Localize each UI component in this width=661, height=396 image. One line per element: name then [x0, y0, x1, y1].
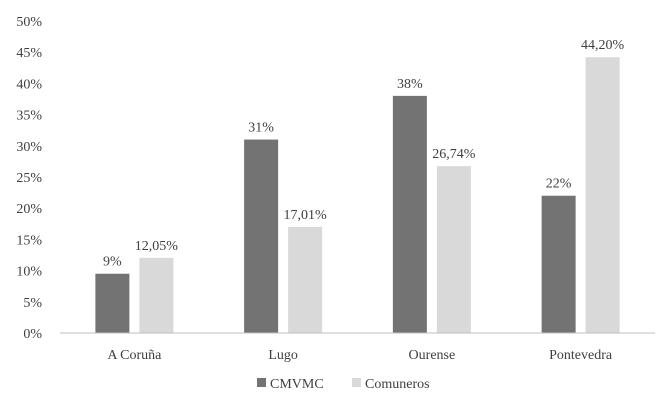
data-label: 17,01% [284, 208, 328, 223]
bars [95, 57, 620, 333]
bar-cmvmc [244, 139, 279, 333]
y-tick-label: 25% [16, 171, 42, 186]
y-tick-label: 50% [16, 15, 42, 30]
y-tick-label: 20% [16, 202, 42, 217]
bar-cmvmc [95, 273, 130, 333]
y-axis: 0% 5% 10% 15% 20% 25% 30% 35% 40% 45% 50% [16, 15, 42, 342]
legend-swatch-comuneros [352, 378, 361, 387]
x-tick-label: A Coruña [107, 348, 162, 363]
bar-cmvmc [541, 195, 576, 333]
bar-cmvmc [392, 95, 427, 333]
legend-label-comuneros: Comuneros [365, 377, 430, 392]
legend: CMVMC Comuneros [257, 377, 430, 392]
data-label: 38% [397, 77, 423, 92]
y-tick-label: 40% [16, 77, 42, 92]
y-tick-label: 0% [23, 327, 42, 342]
y-tick-label: 30% [16, 140, 42, 155]
legend-swatch-cmvmc [257, 378, 266, 387]
bar-comuneros [288, 226, 323, 333]
bar-comuneros [139, 257, 174, 333]
data-label: 12,05% [135, 239, 179, 254]
x-tick-label: Lugo [268, 348, 298, 363]
x-axis: A Coruña Lugo Ourense Pontevedra [107, 348, 613, 363]
x-tick-label: Ourense [409, 348, 456, 363]
bar-comuneros [585, 57, 620, 333]
data-label: 31% [248, 121, 274, 136]
data-labels: 9% 12,05% 31% 17,01% 38% 26,74% 22% 44,20% [103, 38, 625, 270]
data-label: 22% [546, 177, 572, 192]
data-label: 9% [103, 255, 122, 270]
y-tick-label: 35% [16, 109, 42, 124]
y-tick-label: 10% [16, 265, 42, 280]
legend-label-cmvmc: CMVMC [270, 377, 324, 392]
x-tick-label: Pontevedra [549, 348, 613, 363]
data-label: 44,20% [581, 38, 625, 53]
y-tick-label: 45% [16, 46, 42, 61]
bar-comuneros [436, 166, 471, 333]
y-tick-label: 15% [16, 233, 42, 248]
y-tick-label: 5% [23, 296, 42, 311]
data-label: 26,74% [432, 147, 476, 162]
